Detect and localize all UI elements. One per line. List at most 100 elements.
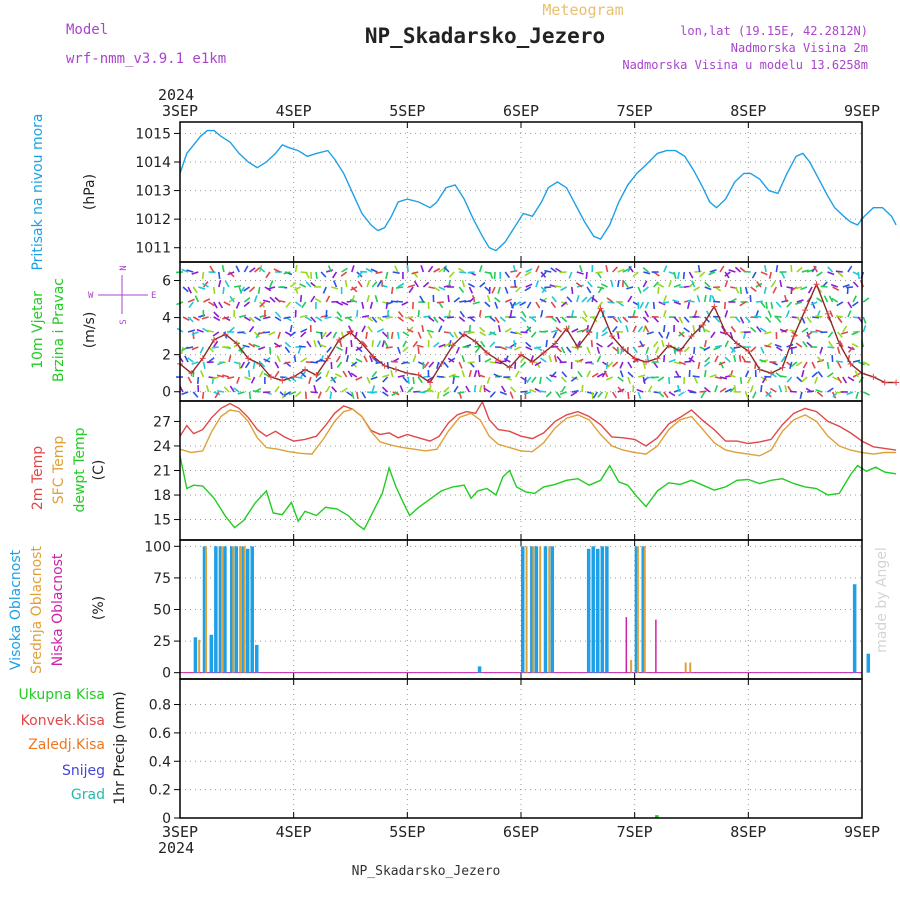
wind-arrow <box>371 281 378 288</box>
compass-west: W <box>88 291 94 301</box>
y-tick-label: 21 <box>153 464 171 480</box>
wind-arrow <box>468 286 474 294</box>
wind-arrow <box>519 301 527 307</box>
wind-arrow <box>644 325 650 333</box>
wind-arrow <box>592 391 598 399</box>
wind-arrow <box>652 281 659 288</box>
wind-arrow <box>504 271 511 279</box>
wind-speed-point <box>188 370 195 377</box>
x-day-label-bottom: 9SEP <box>844 823 880 841</box>
wind-arrow <box>432 316 439 324</box>
wind-arrow <box>755 300 763 303</box>
wind-arrow <box>228 271 235 278</box>
wind-arrow <box>374 295 379 303</box>
wind-arrow <box>300 314 308 318</box>
wind-arrow <box>719 387 727 393</box>
wind-speed-point <box>279 377 286 384</box>
wind-arrow <box>652 340 659 348</box>
wind-arrow <box>262 299 271 303</box>
x-day-label-top: 3SEP <box>162 102 198 120</box>
wind-speed-point <box>290 373 297 380</box>
wind-arrow <box>555 346 562 353</box>
wind-arrow <box>332 331 338 339</box>
wind-arrow <box>703 328 711 333</box>
wind-speed-point <box>302 366 309 373</box>
wind-arrow <box>734 286 740 294</box>
wind-arrow <box>756 280 762 288</box>
wind-arrow <box>263 372 271 378</box>
wind-arrow <box>293 286 301 291</box>
wind-arrow <box>433 341 440 348</box>
wind-arrow <box>632 271 639 278</box>
wind-arrow <box>587 281 593 288</box>
wind-arrow <box>274 316 282 322</box>
wind-arrow <box>739 286 743 295</box>
wind-arrow <box>686 301 691 309</box>
wind-arrow <box>243 301 251 308</box>
x-day-label-top: 8SEP <box>730 102 766 120</box>
wind-arrow <box>784 384 788 393</box>
y-tick-label: 1012 <box>135 212 171 228</box>
wind-arrow <box>795 342 803 348</box>
wind-arrow <box>552 331 558 339</box>
wind-arrow <box>336 301 344 306</box>
wind-arrow <box>187 357 194 363</box>
wind-speed-point <box>256 360 263 367</box>
wind-arrow <box>310 295 316 303</box>
x-day-label-top: 5SEP <box>389 102 425 120</box>
wind-arrow <box>638 374 646 378</box>
wind-arrow <box>243 286 250 292</box>
credit-label: made by Angel <box>874 547 890 653</box>
wind-arrow <box>652 301 656 310</box>
wind-speed-point <box>324 355 331 362</box>
wind-arrow <box>673 271 677 279</box>
y-tick-label: 6 <box>162 274 171 290</box>
wind-arrow <box>341 387 348 393</box>
compass-east: E <box>151 291 156 301</box>
wind-arrow <box>377 328 384 333</box>
wind-arrow <box>739 376 743 385</box>
wind-arrow <box>248 316 255 323</box>
wind-arrow <box>714 376 722 380</box>
wind-arrow <box>571 328 579 333</box>
wind-speed-point <box>824 310 831 317</box>
wind-arrow <box>628 265 634 273</box>
wind-arrow <box>622 316 629 323</box>
y-tick-label: 2 <box>162 348 171 364</box>
wind-arrow <box>697 361 701 370</box>
wind-arrow <box>300 331 307 338</box>
wind-arrow <box>786 376 793 383</box>
wind-arrow <box>192 286 198 294</box>
wind-arrow <box>368 355 374 363</box>
wind-arrow <box>423 361 430 369</box>
wind-arrow <box>357 280 363 288</box>
wind-arrow <box>693 346 696 355</box>
wind-arrow <box>714 316 721 323</box>
wind-arrow <box>201 391 205 400</box>
wind-arrow <box>610 279 614 288</box>
wind-arrow <box>397 346 401 354</box>
wind-arrow <box>397 282 405 288</box>
wind-arrow <box>835 270 843 273</box>
wind-speed-point <box>688 333 695 340</box>
wind-arrow <box>500 385 506 393</box>
wind-arrow <box>305 316 313 322</box>
wind-arrow <box>672 299 680 303</box>
wind-arrow <box>191 331 199 336</box>
wind-speed-point <box>392 366 399 373</box>
wind-arrow <box>627 371 634 378</box>
wind-arrow <box>300 357 307 363</box>
wind-arrow <box>816 356 823 363</box>
y-tick-label: 0.2 <box>149 783 171 799</box>
wind-arrow <box>259 361 266 368</box>
wind-arrow <box>305 281 312 288</box>
wind-arrow <box>433 267 441 273</box>
wind-arrow <box>334 373 342 378</box>
wind-arrow <box>320 271 327 278</box>
wind-arrow <box>744 370 750 378</box>
wind-arrow <box>826 361 830 370</box>
wind-arrow <box>663 324 666 333</box>
x-day-label-bottom: 5SEP <box>389 823 425 841</box>
wind-arrow <box>509 309 513 318</box>
wind-arrow <box>708 271 716 276</box>
